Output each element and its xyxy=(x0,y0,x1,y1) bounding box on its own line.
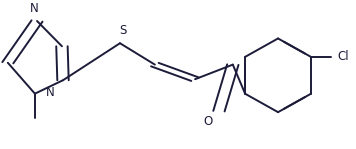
Text: N: N xyxy=(30,2,38,15)
Text: Cl: Cl xyxy=(337,50,349,63)
Text: N: N xyxy=(46,86,54,99)
Text: S: S xyxy=(119,24,126,37)
Text: O: O xyxy=(204,115,213,128)
